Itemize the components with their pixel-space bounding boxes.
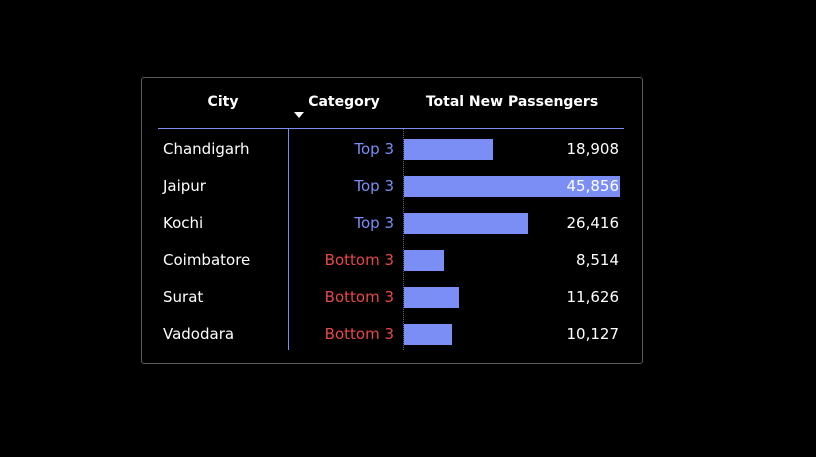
passenger-table-card: City Category Total New Passengers Chand…	[141, 77, 643, 364]
cell-city: Coimbatore	[163, 251, 251, 269]
cell-city: Jaipur	[163, 177, 206, 195]
data-bar[interactable]	[404, 324, 452, 345]
data-bar[interactable]	[404, 287, 459, 308]
column-divider	[288, 129, 289, 350]
cell-value-label: 26,416	[566, 214, 620, 232]
data-bar[interactable]	[404, 139, 493, 160]
table-row[interactable]: Coimbatore Bottom 3 8,514	[158, 242, 624, 279]
cell-value-label: 8,514	[576, 251, 619, 269]
sort-descending-icon[interactable]	[294, 112, 304, 118]
cell-category: Top 3	[354, 177, 394, 195]
bar-baseline	[403, 129, 404, 350]
cell-value-label: 45,856	[566, 177, 620, 195]
cell-value-label: 18,908	[566, 140, 620, 158]
cell-city: Surat	[163, 288, 204, 306]
table-row[interactable]: Kochi Top 3 26,416	[158, 205, 624, 242]
cell-city: Kochi	[163, 214, 204, 232]
table-row[interactable]: Vadodara Bottom 3 10,127	[158, 316, 624, 353]
data-bar[interactable]	[404, 213, 528, 234]
cell-category: Bottom 3	[324, 288, 394, 306]
cell-category: Bottom 3	[324, 251, 394, 269]
cell-city: Chandigarh	[163, 140, 250, 158]
cell-city: Vadodara	[163, 325, 235, 343]
cell-value-label: 11,626	[566, 288, 620, 306]
cell-category: Bottom 3	[324, 325, 394, 343]
header-total-new-passengers[interactable]: Total New Passengers	[425, 94, 599, 110]
data-bar[interactable]	[404, 176, 620, 197]
cell-value-label: 10,127	[566, 325, 620, 343]
header-divider	[158, 128, 624, 129]
header-city[interactable]: City	[207, 94, 239, 110]
table-row[interactable]: Jaipur Top 3 45,856	[158, 168, 624, 205]
cell-category: Top 3	[354, 214, 394, 232]
data-bar[interactable]	[404, 250, 444, 271]
table-row[interactable]: Surat Bottom 3 11,626	[158, 279, 624, 316]
cell-category: Top 3	[354, 140, 394, 158]
header-category[interactable]: Category	[308, 94, 380, 110]
table-row[interactable]: Chandigarh Top 3 18,908	[158, 131, 624, 168]
